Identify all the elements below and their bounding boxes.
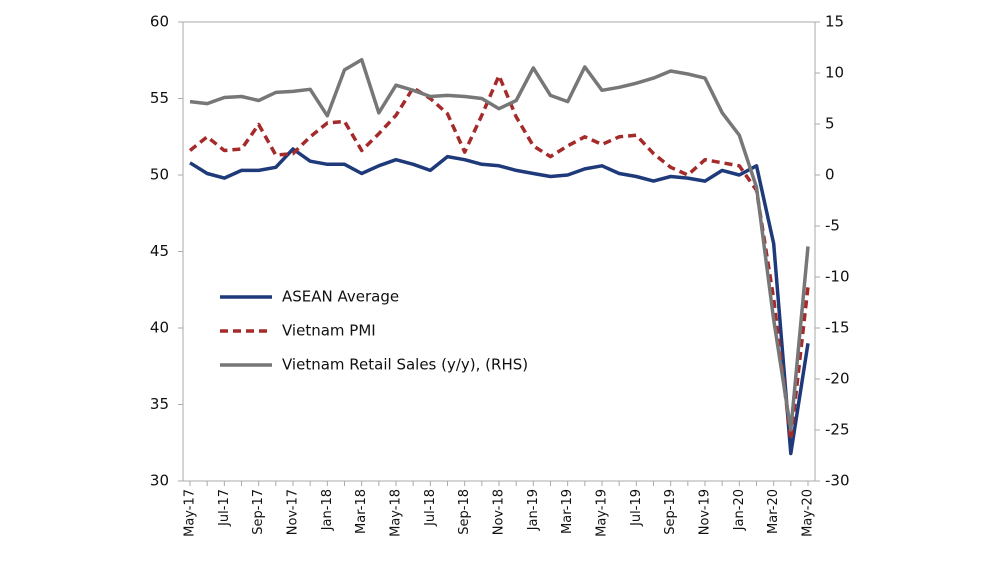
- x-tick-label: Nov-18: [492, 489, 507, 535]
- x-tick-label: Nov-17: [286, 489, 301, 535]
- x-tick-label: Mar-20: [766, 489, 781, 534]
- y2-tick-label: 0: [825, 166, 835, 184]
- y2-tick-label: -5: [825, 217, 840, 235]
- y2-tick-label: -15: [825, 319, 850, 337]
- y2-tick-label: -10: [825, 268, 850, 286]
- x-tick-label: Jul-19: [629, 489, 644, 527]
- y2-tick-label: -20: [825, 370, 850, 388]
- x-tick-label: Sep-17: [251, 489, 266, 535]
- series-line: [189, 147, 810, 456]
- y2-tick-label: 15: [825, 13, 844, 31]
- series-line: [188, 73, 810, 442]
- x-tick-label: Jan-19: [526, 489, 541, 531]
- x-tick-label: Jul-18: [423, 489, 438, 527]
- y-tick-label: 60: [150, 13, 169, 31]
- y-tick-label: 45: [150, 242, 169, 260]
- y-tick-label: 40: [150, 319, 169, 337]
- x-tick-label: Jan-18: [320, 489, 335, 531]
- y-tick-label: 30: [150, 472, 169, 490]
- x-tick-label: Mar-18: [354, 489, 369, 534]
- x-tick-label: Jan-20: [732, 489, 747, 531]
- y-tick-label: 55: [150, 89, 169, 107]
- y2-tick-label: -30: [825, 472, 850, 490]
- x-tick-label: May-17: [183, 489, 198, 537]
- x-tick-label: May-19: [595, 489, 610, 537]
- x-tick-label: Mar-19: [560, 489, 575, 534]
- x-tick-label: Nov-19: [698, 489, 713, 535]
- y-tick-label: 35: [150, 395, 169, 413]
- legend-label: Vietnam PMI: [282, 322, 376, 340]
- y-tick-label: 50: [150, 166, 169, 184]
- x-tick-label: Sep-19: [663, 489, 678, 535]
- y2-tick-label: 10: [825, 64, 844, 82]
- x-tick-label: May-20: [801, 489, 816, 537]
- y2-tick-label: 5: [825, 115, 835, 133]
- series-line: [189, 57, 810, 432]
- y2-tick-label: -25: [825, 421, 850, 439]
- x-tick-label: Jul-17: [217, 489, 232, 527]
- x-tick-label: May-18: [389, 489, 404, 537]
- x-tick-label: Sep-18: [457, 489, 472, 535]
- legend-label: Vietnam Retail Sales (y/y), (RHS): [282, 356, 528, 374]
- legend-label: ASEAN Average: [282, 288, 399, 306]
